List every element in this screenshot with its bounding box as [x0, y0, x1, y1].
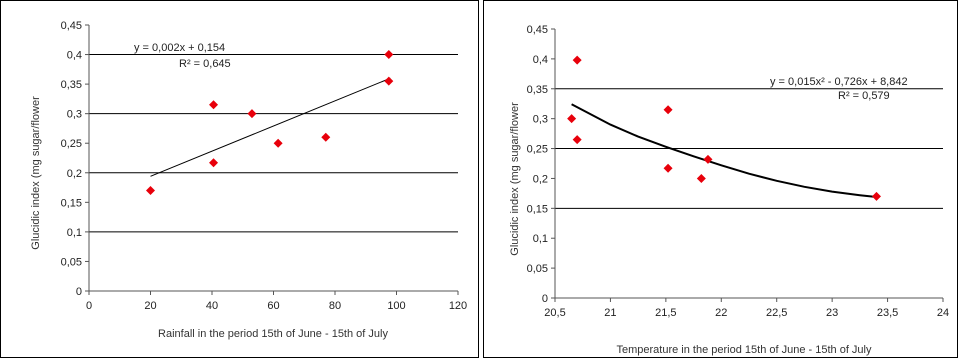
data-point	[567, 114, 577, 124]
y-tick-label: 0,35	[527, 84, 548, 96]
trendline	[150, 77, 391, 177]
y-tick-label: 0,15	[61, 197, 82, 209]
y-tick-label: 0,05	[61, 256, 82, 268]
data-point	[247, 109, 257, 119]
y-tick-label: 0,1	[67, 227, 82, 239]
data-point	[273, 138, 283, 148]
temperature-chart-panel: y = 0,015x² - 0,726x + 8,842 R² = 0,579 …	[483, 0, 958, 358]
data-point	[146, 186, 155, 196]
x-tick-label: 120	[449, 300, 467, 312]
x-tick-label: 40	[206, 300, 218, 312]
data-point	[663, 105, 673, 115]
x-tick-label: 60	[267, 300, 279, 312]
y-tick-label: 0,05	[527, 263, 548, 275]
x-tick-label: 20,5	[544, 307, 565, 319]
x-tick-label: 80	[329, 300, 341, 312]
y-axis-title: Glucidic index (mg sugar/flower	[509, 102, 521, 256]
y-tick-label: 0,15	[527, 203, 548, 215]
data-point	[572, 135, 582, 145]
y-tick-label: 0,4	[67, 50, 82, 62]
x-tick-label: 22	[715, 307, 727, 319]
trendline-equation: y = 0,002x + 0,154	[134, 42, 225, 54]
data-point	[209, 100, 219, 110]
data-point	[209, 158, 219, 168]
x-tick-label: 24	[937, 307, 949, 319]
x-tick-label: 22,5	[766, 307, 787, 319]
data-point	[321, 132, 331, 142]
y-tick-label: 0,2	[533, 173, 548, 185]
data-point	[703, 154, 713, 164]
data-point	[871, 191, 881, 201]
data-point	[384, 76, 394, 86]
y-tick-label: 0,25	[527, 144, 548, 156]
rainfall-scatter-chart: y = 0,002x + 0,154 R² = 0,645 Rainfall i…	[30, 20, 467, 340]
trendline	[571, 103, 877, 198]
x-tick-label: 100	[387, 300, 405, 312]
y-tick-label: 0,25	[61, 138, 82, 150]
x-tick-label: 20	[144, 300, 156, 312]
y-tick-label: 0,4	[533, 54, 548, 66]
y-tick-label: 0	[542, 293, 548, 305]
x-axis-title: Rainfall in the period 15th of June - 15…	[158, 328, 388, 340]
y-tick-label: 0	[76, 286, 82, 298]
y-tick-label: 0,3	[67, 109, 82, 121]
y-tick-label: 0,45	[61, 20, 82, 32]
y-tick-label: 0,2	[67, 168, 82, 180]
x-tick-label: 0	[86, 300, 92, 312]
x-axis-title: Temperature in the period 15th of June -…	[617, 344, 872, 356]
trendline-r2: R² = 0,579	[838, 90, 890, 102]
temperature-scatter-chart: y = 0,015x² - 0,726x + 8,842 R² = 0,579 …	[509, 24, 949, 356]
x-tick-label: 21	[604, 307, 616, 319]
y-tick-label: 0,35	[61, 79, 82, 91]
y-tick-label: 0,45	[527, 24, 548, 36]
data-point	[663, 163, 673, 173]
rainfall-chart-panel: y = 0,002x + 0,154 R² = 0,645 Rainfall i…	[0, 0, 479, 358]
trendline-equation: y = 0,015x² - 0,726x + 8,842	[770, 76, 908, 88]
data-point	[696, 173, 706, 183]
x-tick-label: 23	[826, 307, 838, 319]
x-tick-label: 23,5	[877, 307, 898, 319]
y-tick-label: 0,1	[533, 233, 548, 245]
trendline-r2: R² = 0,645	[179, 58, 231, 70]
data-point	[384, 50, 394, 60]
y-tick-label: 0,3	[533, 114, 548, 126]
x-tick-label: 21,5	[655, 307, 676, 319]
y-axis-title: Glucidic index (mg sugar/flower	[30, 96, 42, 250]
data-point	[572, 55, 582, 65]
